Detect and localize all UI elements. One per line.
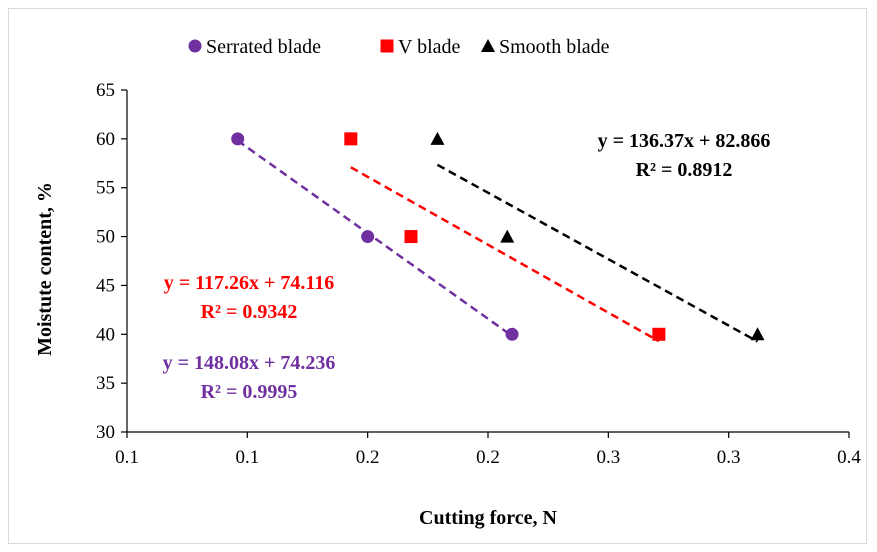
trendline-equations: y = 148.08x + 74.236 R² = 0.9995 y = 117.2… <box>163 130 771 403</box>
x-tick-label: 0.4 <box>837 447 861 468</box>
chart-frame: Serrated blade V blade Smooth blade 30 35 40… <box>8 8 867 544</box>
legend-marker <box>481 39 495 52</box>
y-tick-label: 50 <box>96 227 115 248</box>
trendline-equation: y = 148.08x + 74.236 <box>163 352 336 374</box>
x-tick-label: 0.3 <box>596 447 620 468</box>
trendline-r-squared: R² = 0.9995 <box>201 381 298 403</box>
trendline-r-squared: R² = 0.8912 <box>636 159 733 181</box>
data-point <box>505 327 519 341</box>
trendline-equation: y = 117.26x + 74.116 <box>164 272 335 294</box>
data-points <box>231 131 765 341</box>
trendline-1 <box>350 166 660 343</box>
y-tick-label: 65 <box>96 80 115 101</box>
data-point <box>750 327 765 341</box>
x-tick-label: 0.3 <box>717 447 741 468</box>
trendline-r-squared: R² = 0.9342 <box>201 301 298 323</box>
x-tick-label: 0.1 <box>115 447 139 468</box>
data-point <box>430 131 445 145</box>
data-point <box>361 230 375 244</box>
y-tick-label: 55 <box>96 178 115 199</box>
x-tick-label: 0.2 <box>476 447 500 468</box>
data-point <box>652 327 666 341</box>
trendline-equation: y = 136.37x + 82.866 <box>598 130 771 152</box>
legend-marker <box>380 39 394 53</box>
legend-marker <box>188 39 202 53</box>
trendlines <box>236 139 759 343</box>
legend-entry: Serrated blade <box>206 36 321 58</box>
trendline-0 <box>236 139 513 337</box>
y-tick-label: 60 <box>96 129 115 150</box>
legend-entry: V blade <box>398 36 461 58</box>
y-tick-label: 35 <box>96 373 115 394</box>
data-point <box>231 132 245 146</box>
trendline-2 <box>436 163 759 343</box>
legend-entry: Smooth blade <box>499 36 610 58</box>
y-axis-title: Moistute content, % <box>34 182 56 356</box>
legend: Serrated blade V blade Smooth blade <box>188 36 610 58</box>
y-tick-label: 40 <box>96 324 115 345</box>
data-point <box>500 229 515 243</box>
data-point <box>344 132 358 146</box>
data-point <box>404 230 418 244</box>
axes: 30 35 40 45 50 55 60 65 0.1 0.1 0.2 0.2 0.3 0.3 0.4 <box>96 80 861 468</box>
x-tick-label: 0.1 <box>235 447 259 468</box>
x-axis-title: Cutting force, N <box>419 507 557 529</box>
y-tick-label: 45 <box>96 275 115 296</box>
scatter-chart: Serrated blade V blade Smooth blade 30 35 40… <box>34 36 861 529</box>
x-tick-label: 0.2 <box>356 447 380 468</box>
y-tick-label: 30 <box>96 422 115 443</box>
